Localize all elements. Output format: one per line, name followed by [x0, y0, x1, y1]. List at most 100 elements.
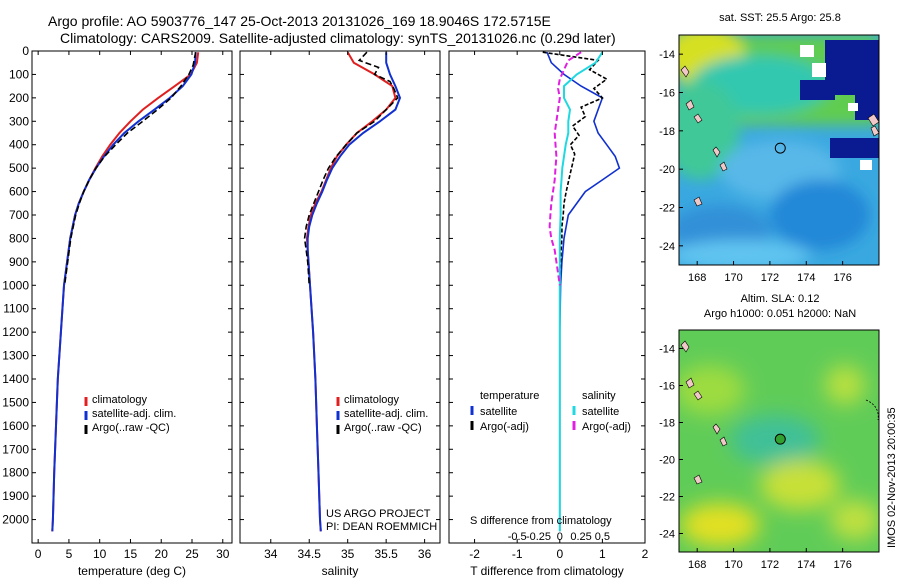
legend-label-argo: Argo(..raw -QC): [92, 422, 170, 434]
sst-map-ticks: 168 170 172 174 176 -14 -16 -18 -20 -22 -24: [659, 49, 852, 284]
difference-series: [542, 51, 621, 532]
legend-title-salinity: salinity: [582, 390, 616, 402]
s-argo-line: [548, 51, 582, 286]
difference-xlabel: T difference from climatology: [470, 564, 624, 578]
lat-tick-label: -18: [659, 418, 675, 430]
lon-tick-label: 168: [688, 272, 706, 284]
salinity-panel: climatology satellite-adj. clim. Argo(..…: [239, 50, 441, 578]
depth-tick-label: 400: [9, 138, 29, 152]
depth-tick-label: 900: [9, 255, 29, 269]
legend-label-s-argo: Argo(-adj): [582, 421, 631, 433]
argo-line: [63, 52, 197, 286]
s-difference-label: S difference from climatology: [470, 515, 612, 527]
legend-label-t-satellite: satellite: [480, 406, 517, 418]
t-satellite-line: [546, 51, 621, 532]
x-tick-label: 0: [556, 547, 563, 561]
difference-axes-frame: [448, 50, 646, 544]
climatology-line: [305, 51, 397, 532]
depth-tick-label: 1800: [2, 466, 29, 480]
header-line1: Argo profile: AO 5903776_147 25-Oct-2013…: [48, 13, 551, 29]
sst-field: [679, 35, 879, 265]
x-tick-label: 15: [124, 547, 138, 561]
depth-tick-label: 1900: [2, 489, 29, 503]
lon-tick-label: 172: [761, 559, 779, 571]
x-tick-label: 25: [185, 547, 199, 561]
x-tick-label: 2: [642, 547, 649, 561]
depth-tick-label: 0: [22, 44, 29, 58]
legend-label-satellite: satellite-adj. clim.: [344, 408, 428, 420]
lat-tick-label: -24: [659, 241, 675, 253]
x-tick-label: 36: [418, 547, 432, 561]
lon-tick-label: 174: [797, 559, 815, 571]
depth-tick-label: 2000: [2, 513, 29, 527]
argo-line: [303, 51, 399, 286]
sst-map-frame: [678, 34, 880, 266]
sla-map: Altim. SLA: 0.12 Argo h1000: 0.051 h2000…: [659, 293, 880, 571]
salinity-axes-frame: [239, 50, 441, 544]
salinity-series: [303, 51, 402, 532]
lat-tick-label: -14: [659, 49, 675, 61]
temperature-series: [51, 52, 200, 532]
sst-map-title: sat. SST: 25.5 Argo: 25.8: [719, 12, 841, 24]
depth-tick-label: 1500: [2, 395, 29, 409]
satellite-line: [51, 52, 197, 532]
s-tick-label: 0.25: [570, 531, 591, 543]
x-tick-label: 35: [341, 547, 355, 561]
depth-tick-label: 500: [9, 161, 29, 175]
lat-tick-label: -14: [659, 344, 675, 356]
lon-tick-label: 174: [797, 272, 815, 284]
depth-tick-label: 700: [9, 208, 29, 222]
depth-axis-labels: 0 100 200 300 400 500 600 700 800 900 1000 1100 1200…: [2, 44, 29, 527]
s-tick-label: 0: [557, 531, 563, 543]
satellite-line: [306, 52, 402, 532]
lat-tick-label: -24: [659, 529, 675, 541]
x-tick-label: -1: [512, 547, 523, 561]
project-label: US ARGO PROJECT: [326, 508, 431, 520]
sla-map-frame: [678, 329, 880, 553]
imos-stamp: IMOS 02-Nov-2013 20:00:35: [886, 407, 898, 548]
legend-label-climatology: climatology: [92, 394, 148, 406]
legend-label-argo: Argo(..raw -QC): [344, 422, 422, 434]
sla-map-title: Altim. SLA: 0.12: [741, 293, 820, 305]
lon-tick-label: 176: [833, 559, 851, 571]
depth-tick-label: 1100: [3, 302, 29, 316]
lat-tick-label: -16: [659, 381, 675, 393]
depth-tick-label: 1300: [2, 349, 29, 363]
lon-tick-label: 168: [688, 559, 706, 571]
s-tick-label: -0.25: [526, 531, 551, 543]
salinity-ticks: 34 34.5 35 35.5 36: [240, 50, 440, 561]
sla-float-marker: [774, 433, 786, 445]
lon-tick-label: 172: [761, 272, 779, 284]
difference-legend: temperature salinity satellite Argo(-adj…: [470, 390, 631, 433]
lon-tick-label: 176: [833, 272, 851, 284]
lat-tick-label: -20: [659, 455, 675, 467]
x-tick-label: -2: [469, 547, 480, 561]
s-tick-label: -0.5: [508, 531, 527, 543]
legend-label-s-satellite: satellite: [582, 406, 619, 418]
sla-map-ticks: 168 170 172 174 176 -14 -16 -18 -20 -22 -24: [659, 344, 852, 572]
sst-map: sat. SST: 25.5 Argo: 25.8: [659, 12, 880, 284]
s-tick-label: 0.5: [595, 531, 610, 543]
s-satellite-line: [558, 51, 604, 532]
depth-tick-label: 300: [9, 114, 29, 128]
t-argo-line: [542, 51, 609, 286]
x-tick-label: 1: [599, 547, 606, 561]
temperature-ticks: 0 5 10 15 20 25 30: [32, 50, 232, 561]
depth-tick-label: 1200: [2, 325, 29, 339]
lat-tick-label: -20: [659, 164, 675, 176]
depth-tick-label: 600: [9, 185, 29, 199]
depth-tick-label: 1600: [2, 419, 29, 433]
salinity-xlabel: salinity: [322, 564, 359, 578]
x-tick-label: 10: [93, 547, 107, 561]
legend-title-temperature: temperature: [480, 390, 539, 402]
x-tick-label: 0: [35, 547, 42, 561]
salinity-legend: climatology satellite-adj. clim. Argo(..…: [336, 394, 428, 434]
header-line2: Climatology: CARS2009. Satellite-adjuste…: [60, 30, 616, 46]
lon-tick-label: 170: [724, 559, 742, 571]
climatology-line: [51, 52, 200, 532]
x-tick-label: 34: [264, 547, 278, 561]
temperature-legend: climatology satellite-adj. clim. Argo(..…: [84, 394, 176, 434]
x-tick-label: 35.5: [374, 547, 398, 561]
lat-tick-label: -18: [659, 126, 675, 138]
